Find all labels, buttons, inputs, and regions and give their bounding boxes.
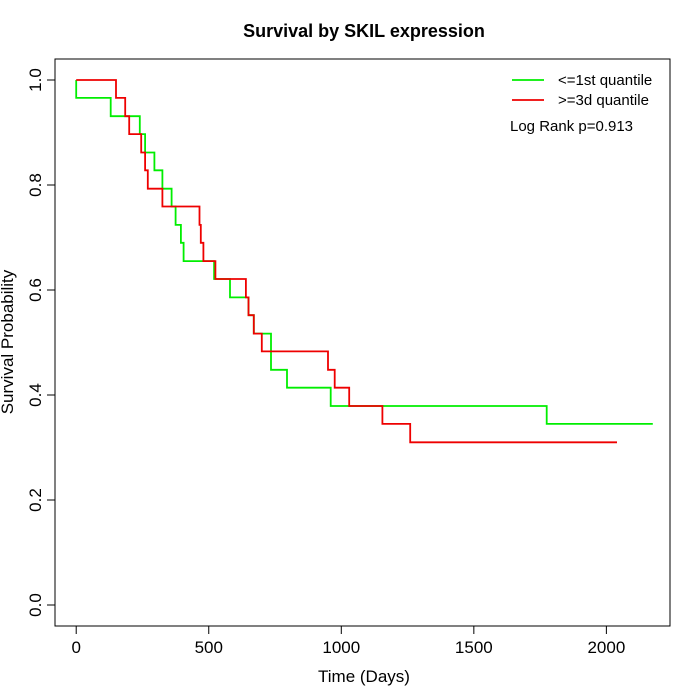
logrank-annotation: Log Rank p=0.913 [510, 118, 633, 135]
x-tick-label: 500 [195, 638, 223, 657]
x-tick-label: 0 [71, 638, 80, 657]
y-tick-label: 0.2 [26, 488, 45, 512]
y-tick-label: 0.6 [26, 278, 45, 302]
y-tick-label: 0.0 [26, 593, 45, 617]
x-tick-label: 1000 [322, 638, 360, 657]
x-axis-label: Time (Days) [318, 667, 410, 686]
legend-label-1: <=1st quantile [558, 72, 652, 89]
legend: <=1st quantile >=3d quantile [512, 72, 652, 109]
y-axis: 0.0 0.2 0.4 0.6 0.8 1.0 [26, 68, 56, 617]
series-lines [75, 79, 653, 444]
y-tick-label: 0.8 [26, 173, 45, 197]
series-line-2 [76, 79, 617, 444]
x-tick-label: 1500 [455, 638, 493, 657]
chart-title: Survival by SKIL expression [243, 21, 485, 41]
x-axis: 0 500 1000 1500 2000 [71, 625, 625, 657]
plot-frame [54, 58, 671, 627]
legend-label-2: >=3d quantile [558, 92, 649, 109]
y-axis-label: Survival Probability [0, 269, 17, 414]
x-tick-label: 2000 [587, 638, 625, 657]
y-tick-label: 1.0 [26, 68, 45, 92]
y-tick-label: 0.4 [26, 383, 45, 407]
